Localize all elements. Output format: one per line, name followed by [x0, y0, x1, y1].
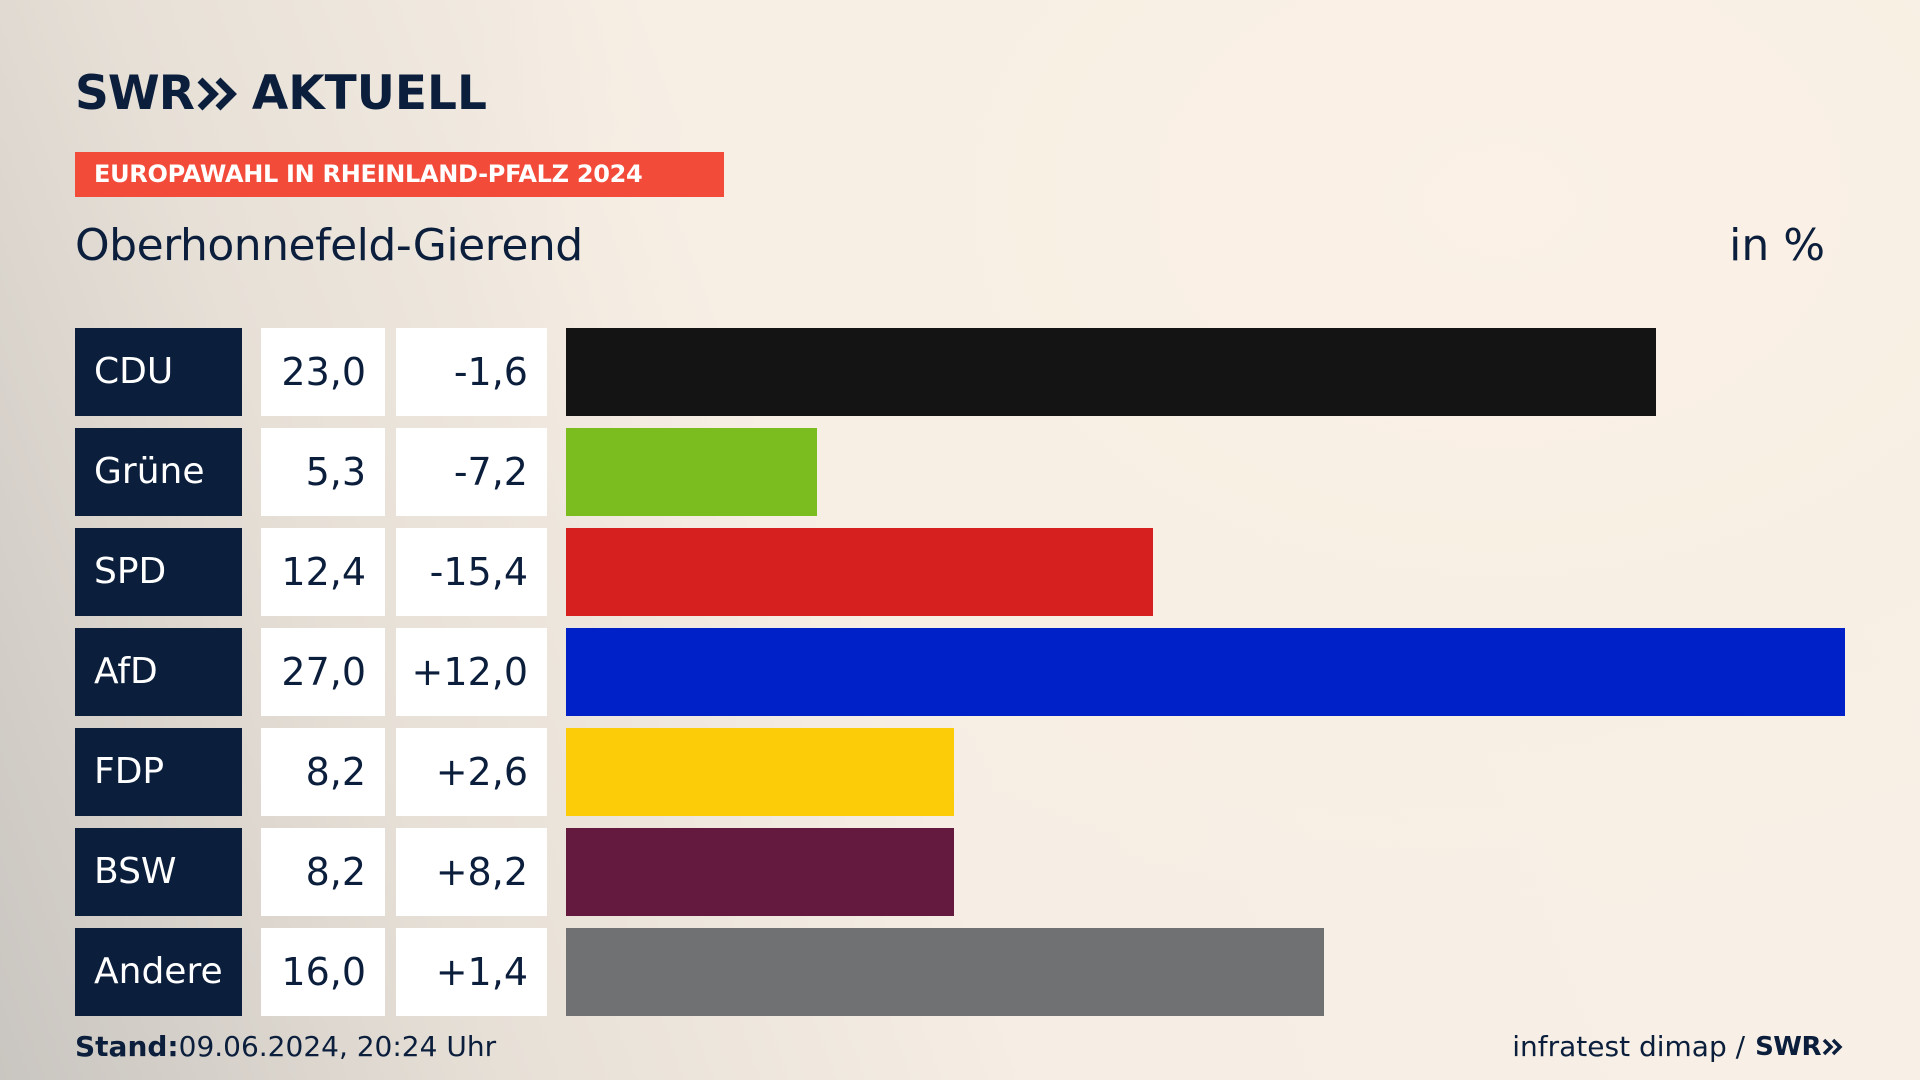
swr-aktuell-logo: SWR AKTUELL	[75, 66, 487, 121]
party-label: BSW	[75, 828, 242, 916]
vote-change-value: +1,4	[396, 928, 547, 1016]
bar-fdp	[566, 728, 954, 816]
timestamp-label: Stand:	[75, 1030, 179, 1063]
source-text: infratest dimap /	[1512, 1030, 1746, 1063]
double-chevron-icon	[1822, 1038, 1843, 1055]
timestamp: Stand:09.06.2024, 20:24 Uhr	[75, 1030, 496, 1063]
page-title: Oberhonnefeld-Gierend	[75, 220, 583, 271]
vote-change-value: -1,6	[396, 328, 547, 416]
vote-change-value: -7,2	[396, 428, 547, 516]
vote-share-value: 27,0	[261, 628, 385, 716]
source-credit: infratest dimap / SWR	[1512, 1030, 1844, 1063]
vote-share-value: 16,0	[261, 928, 385, 1016]
vote-change-value: +8,2	[396, 828, 547, 916]
vote-share-value: 5,3	[261, 428, 385, 516]
party-label: CDU	[75, 328, 242, 416]
election-banner: EUROPAWAHL IN RHEINLAND-PFALZ 2024	[75, 152, 724, 197]
logo-subtitle: AKTUELL	[251, 66, 487, 121]
party-label: Grüne	[75, 428, 242, 516]
chart-row: AfD 27,0 +12,0	[75, 628, 1845, 716]
chart-row: SPD 12,4 -15,4	[75, 528, 1845, 616]
vote-change-value: +2,6	[396, 728, 547, 816]
bar-andere	[566, 928, 1324, 1016]
bar-gr-ne	[566, 428, 817, 516]
chart-row: CDU 23,0 -1,6	[75, 328, 1845, 416]
vote-change-value: +12,0	[396, 628, 547, 716]
party-label: AfD	[75, 628, 242, 716]
vote-change-value: -15,4	[396, 528, 547, 616]
bar-bsw	[566, 828, 954, 916]
bar-spd	[566, 528, 1153, 616]
double-chevron-icon	[197, 77, 237, 110]
source-brand: SWR	[1755, 1031, 1821, 1062]
logo-brand-text: SWR	[75, 66, 195, 121]
vote-share-value: 8,2	[261, 828, 385, 916]
vote-share-value: 12,4	[261, 528, 385, 616]
party-label: Andere	[75, 928, 242, 1016]
bar-afd	[566, 628, 1845, 716]
unit-label: in %	[1729, 220, 1825, 271]
results-chart: CDU 23,0 -1,6 Grüne 5,3 -7,2 SPD 12,4 -15,4 AfD 27…	[75, 328, 1845, 1016]
chart-row: FDP 8,2 +2,6	[75, 728, 1845, 816]
timestamp-value: 09.06.2024, 20:24 Uhr	[178, 1030, 497, 1063]
vote-share-value: 8,2	[261, 728, 385, 816]
vote-share-value: 23,0	[261, 328, 385, 416]
chart-row: Grüne 5,3 -7,2	[75, 428, 1845, 516]
chart-row: Andere 16,0 +1,4	[75, 928, 1845, 1016]
chart-row: BSW 8,2 +8,2	[75, 828, 1845, 916]
party-label: SPD	[75, 528, 242, 616]
party-label: FDP	[75, 728, 242, 816]
bar-cdu	[566, 328, 1656, 416]
